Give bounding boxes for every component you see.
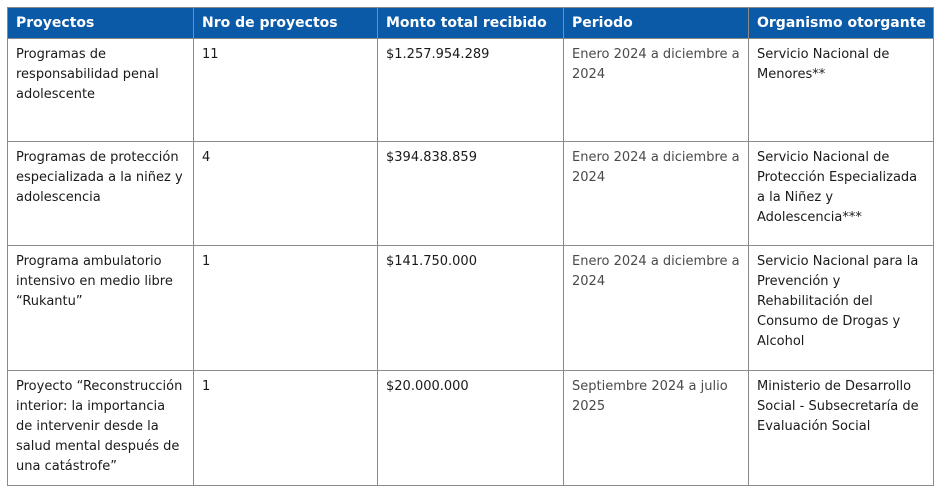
projects-table: Proyectos Nro de proyectos Monto total r… <box>7 7 934 486</box>
header-organismo: Organismo otorgante <box>748 7 934 39</box>
table-row: Programa ambulatorio intensivo en medio … <box>7 245 934 371</box>
header-proyectos: Proyectos <box>7 7 194 39</box>
cell-proyecto: Proyecto “Reconstrucción interior: la im… <box>7 370 194 486</box>
header-nro-proyectos: Nro de proyectos <box>193 7 378 39</box>
table-row: Proyecto “Reconstrucción interior: la im… <box>7 370 934 486</box>
cell-nro: 1 <box>193 370 378 486</box>
cell-organismo: Servicio Nacional para la Prevención y R… <box>748 245 934 371</box>
cell-nro: 1 <box>193 245 378 371</box>
header-periodo: Periodo <box>563 7 749 39</box>
cell-nro: 4 <box>193 141 378 246</box>
table-row: Programas de responsabilidad penal adole… <box>7 38 934 142</box>
cell-nro: 11 <box>193 38 378 142</box>
header-monto-total: Monto total recibido <box>377 7 564 39</box>
table-header: Proyectos Nro de proyectos Monto total r… <box>7 7 934 39</box>
table-row: Programas de protección especializada a … <box>7 141 934 246</box>
cell-periodo: Enero 2024 a diciembre a 2024 <box>563 141 749 246</box>
cell-organismo: Servicio Nacional de Menores** <box>748 38 934 142</box>
cell-monto: $20.000.000 <box>377 370 564 486</box>
cell-organismo: Servicio Nacional de Protección Especial… <box>748 141 934 246</box>
cell-proyecto: Programa ambulatorio intensivo en medio … <box>7 245 194 371</box>
cell-periodo: Enero 2024 a diciembre a 2024 <box>563 245 749 371</box>
cell-monto: $141.750.000 <box>377 245 564 371</box>
header-row: Proyectos Nro de proyectos Monto total r… <box>7 7 934 39</box>
table-body: Programas de responsabilidad penal adole… <box>7 38 934 486</box>
cell-monto: $394.838.859 <box>377 141 564 246</box>
cell-proyecto: Programas de protección especializada a … <box>7 141 194 246</box>
cell-organismo: Ministerio de Desarrollo Social - Subsec… <box>748 370 934 486</box>
cell-proyecto: Programas de responsabilidad penal adole… <box>7 38 194 142</box>
cell-periodo: Enero 2024 a diciembre a 2024 <box>563 38 749 142</box>
cell-periodo: Septiembre 2024 a julio 2025 <box>563 370 749 486</box>
cell-monto: $1.257.954.289 <box>377 38 564 142</box>
